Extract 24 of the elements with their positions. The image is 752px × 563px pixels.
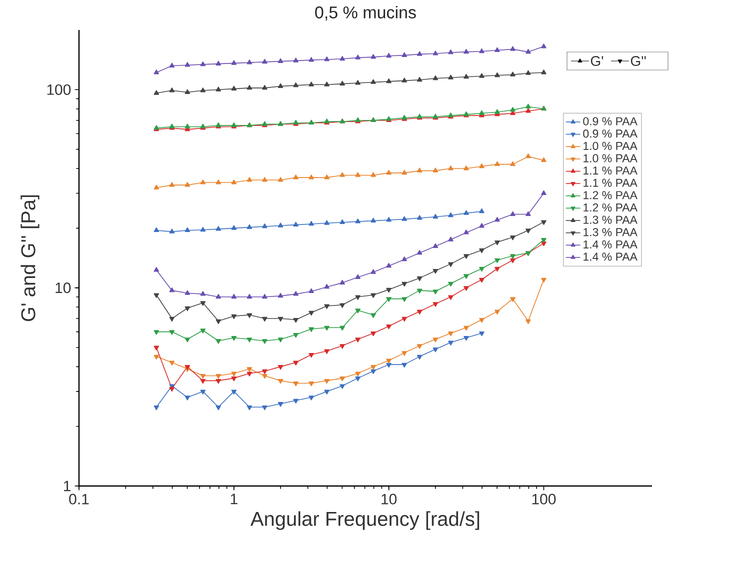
legend-label: 1.1 % PAA — [584, 178, 638, 187]
x-tick-label: 100 — [532, 494, 556, 504]
annotation: G'' — [630, 56, 646, 66]
legend-label: 0.9 % PAA — [583, 130, 638, 138]
y-axis-title: G' and G'' [Pa] — [20, 195, 40, 322]
y-tick-label: 100 — [47, 84, 71, 95]
legend-label: 1.3 % PAA — [584, 228, 638, 236]
legend-label: 1.1 % PAA — [584, 166, 638, 175]
legend-label: 1.3 % PAA — [584, 216, 638, 224]
legend-label: 1.2 % PAA — [584, 203, 638, 212]
legend-label: 1.0 % PAA — [584, 154, 638, 162]
annotation: G' — [590, 56, 604, 66]
y-tick-label: 1 — [64, 480, 70, 492]
y-tick-label: 10 — [56, 282, 71, 294]
legend-label: 1.4 % PAA — [584, 240, 638, 248]
legend-label: 1.2 % PAA — [584, 191, 638, 200]
x-tick-label: 10 — [382, 494, 397, 504]
legend-label: 1.0 % PAA — [584, 142, 638, 150]
legend-label: 1.4 % PAA — [584, 252, 638, 261]
chart-title: 0,5 % mucins — [315, 6, 416, 20]
x-tick-label: 0.1 — [69, 494, 89, 504]
legend-label: 0.9 % PAA — [583, 117, 638, 126]
x-axis-title: Angular Frequency [rad/s] — [250, 511, 480, 530]
x-tick-label: 1 — [230, 494, 238, 504]
